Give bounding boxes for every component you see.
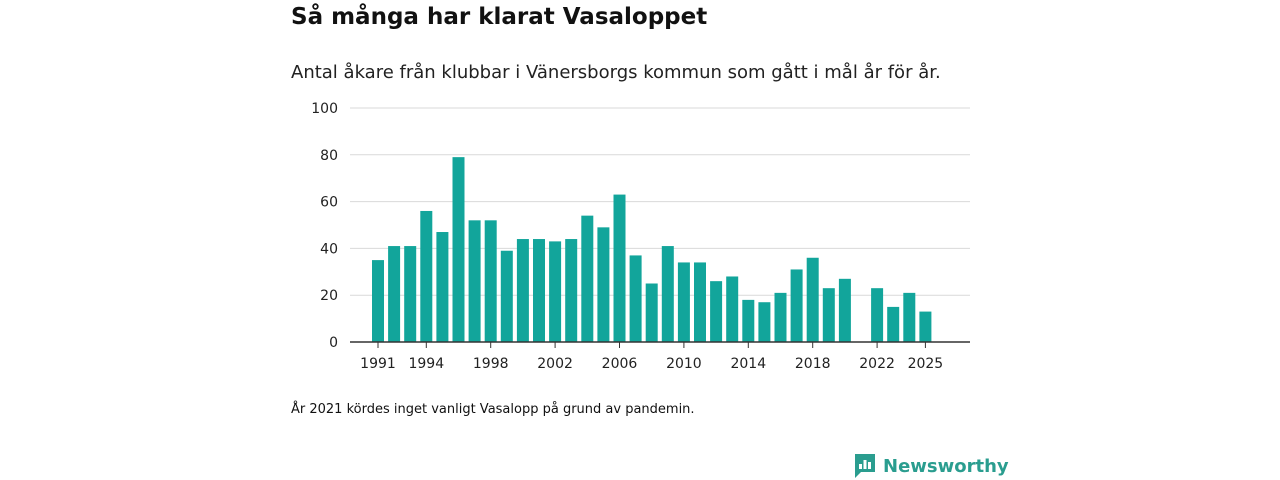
bar-1991 [372,260,384,342]
bar-2023 [887,306,900,342]
x-tick-label: 2006 [602,356,638,372]
bar-2013 [726,276,739,342]
y-tick-label: 80 [320,148,338,164]
bar-2019 [822,288,835,342]
y-tick-label: 100 [311,101,338,117]
x-tick-label: 2022 [859,356,895,372]
x-tick-label: 1998 [473,356,509,372]
bar-2014 [742,299,755,342]
bar-1992 [388,246,401,342]
footnote: År 2021 kördes inget vanligt Vasalopp på… [291,402,695,417]
x-tick-label: 2025 [908,356,944,372]
bar-2011 [694,262,706,342]
bar-1997 [468,220,481,342]
newsworthy-logo-icon [855,454,875,478]
bar-2007 [629,255,642,342]
x-tick-label: 2014 [730,356,766,372]
bar-1996 [452,157,465,342]
x-tick-label: 1994 [408,356,444,372]
bar-2016 [774,292,787,342]
bar-1993 [404,246,417,342]
bar-2002 [549,241,562,342]
y-tick-label: 60 [320,195,338,211]
bar-2018 [806,257,819,342]
bar-2009 [661,246,674,342]
bar-2000 [516,239,529,342]
bar-2020 [838,278,851,342]
y-tick-label: 0 [329,335,338,351]
bar-2005 [597,227,610,342]
bar-1995 [436,232,449,342]
bar-2008 [645,283,658,342]
bar-2017 [790,269,803,342]
y-tick-label: 40 [320,241,338,257]
bar-2024 [903,292,916,342]
bar-1999 [500,250,513,342]
x-tick-label: 2018 [795,356,831,372]
bar-2025 [919,311,932,342]
chart-title: Så många har klarat Vasaloppet [291,4,708,30]
bar-2006 [613,194,626,342]
bar-2001 [533,239,545,342]
chart-subtitle: Antal åkare från klubbar i Vänersborgs k… [291,62,941,83]
bars [372,157,932,342]
brand-logo: Newsworthy [853,452,1009,480]
bar-2022 [871,288,884,342]
bar-1994 [420,210,433,342]
y-tick-label: 20 [320,288,338,304]
bar-1998 [484,220,497,342]
tick-labels: 0 20 40 60 80 100 1991 1994 1998 2002 2006 2010 2014… [311,101,943,372]
x-tick-label: 2010 [666,356,702,372]
bar-chart: 0 20 40 60 80 100 1991 1994 1998 2002 2006 2010 2014… [311,101,970,372]
bar-2015 [758,302,771,342]
bar-2012 [710,281,723,342]
bar-2010 [677,262,690,342]
x-tick-label: 1991 [360,356,396,372]
bar-2003 [565,239,578,342]
bar-2004 [581,215,594,342]
brand-name: Newsworthy [883,455,1009,477]
x-tick-label: 2002 [537,356,573,372]
